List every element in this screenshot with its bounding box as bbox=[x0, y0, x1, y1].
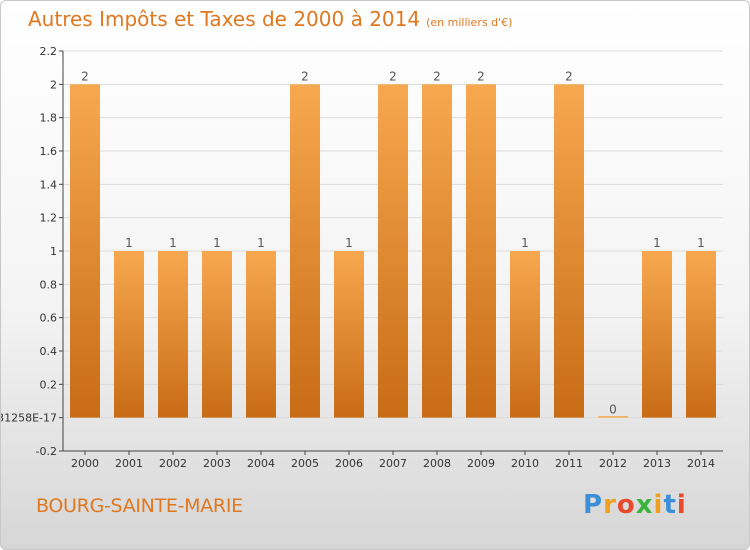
x-tick-label: 2001 bbox=[115, 457, 143, 470]
y-tick-label: 0.2 bbox=[40, 378, 58, 391]
logo-letter: i bbox=[653, 490, 664, 520]
bar-2010 bbox=[510, 251, 540, 418]
x-tick-label: 2004 bbox=[247, 457, 275, 470]
bar-value-label: 2 bbox=[477, 69, 485, 83]
bar-2013 bbox=[642, 251, 672, 418]
bar-2002 bbox=[158, 251, 188, 418]
bar-value-label: 2 bbox=[389, 69, 397, 83]
x-tick-label: 2009 bbox=[467, 457, 495, 470]
x-tick-label: 2007 bbox=[379, 457, 407, 470]
bar-2009 bbox=[466, 84, 496, 418]
bar-2011 bbox=[554, 84, 584, 418]
bar-value-label: 1 bbox=[169, 236, 177, 250]
x-tick-label: 2003 bbox=[203, 457, 231, 470]
x-tick-label: 2013 bbox=[643, 457, 671, 470]
logo-letter: i bbox=[676, 490, 687, 520]
y-tick-label: 1.6 bbox=[40, 145, 58, 158]
bar-value-label: 1 bbox=[345, 236, 353, 250]
y-tick-label: 2 bbox=[50, 78, 57, 91]
bar-value-label: 2 bbox=[565, 69, 573, 83]
logo-letter: o bbox=[616, 490, 636, 520]
y-tick-label: 1.4 bbox=[40, 178, 58, 191]
chart-title: Autres Impôts et Taxes de 2000 à 2014 (en… bbox=[28, 7, 512, 31]
bar-value-label: 0 bbox=[609, 403, 617, 417]
bar-value-label: 1 bbox=[257, 236, 265, 250]
y-tick-label: 2.2 bbox=[40, 45, 58, 58]
logo-letter: r bbox=[603, 490, 617, 520]
bar-value-label: 1 bbox=[125, 236, 133, 250]
x-tick-label: 2000 bbox=[71, 457, 99, 470]
y-tick-label: 1 bbox=[50, 245, 57, 258]
bar-value-label: 2 bbox=[81, 69, 89, 83]
bar-2006 bbox=[334, 251, 364, 418]
bar-2003 bbox=[202, 251, 232, 418]
bar-value-label: 1 bbox=[213, 236, 221, 250]
chart-title-text: Autres Impôts et Taxes de 2000 à 2014 bbox=[28, 7, 421, 31]
bar-2005 bbox=[290, 84, 320, 418]
x-tick-label: 2006 bbox=[335, 457, 363, 470]
x-tick-label: 2008 bbox=[423, 457, 451, 470]
bar-2012 bbox=[598, 416, 628, 418]
bar-2001 bbox=[114, 251, 144, 418]
bar-value-label: 1 bbox=[521, 236, 529, 250]
x-tick-label: 2005 bbox=[291, 457, 319, 470]
bar-value-label: 1 bbox=[653, 236, 661, 250]
bar-2007 bbox=[378, 84, 408, 418]
y-tick-label: -0.2 bbox=[36, 445, 57, 458]
x-tick-label: 2014 bbox=[687, 457, 715, 470]
bar-value-label: 2 bbox=[301, 69, 309, 83]
logo-letter: P bbox=[583, 490, 604, 520]
y-tick-label: 0.6 bbox=[40, 312, 58, 325]
bar-2004 bbox=[246, 251, 276, 418]
x-tick-label: 2011 bbox=[555, 457, 583, 470]
x-tick-label: 2012 bbox=[599, 457, 627, 470]
commune-name: BOURG-SAINTE-MARIE bbox=[36, 495, 243, 517]
y-tick-label: -5.5511151231258E-17 bbox=[1, 412, 57, 425]
logo-letter: x bbox=[635, 490, 654, 520]
y-tick-label: 1.2 bbox=[40, 212, 58, 225]
bar-value-label: 1 bbox=[697, 236, 705, 250]
x-tick-label: 2002 bbox=[159, 457, 187, 470]
bar-value-label: 2 bbox=[433, 69, 441, 83]
bar-2000 bbox=[70, 84, 100, 418]
bar-2014 bbox=[686, 251, 716, 418]
chart-unit: (en milliers d'€) bbox=[426, 16, 513, 29]
x-tick-label: 2010 bbox=[511, 457, 539, 470]
bar-2008 bbox=[422, 84, 452, 418]
y-tick-label: 0.4 bbox=[40, 345, 58, 358]
y-tick-label: 1.8 bbox=[40, 112, 58, 125]
logo-letter: t bbox=[663, 490, 677, 520]
proxiti-logo[interactable]: Proxiti bbox=[583, 490, 687, 520]
y-tick-label: 0.8 bbox=[40, 278, 58, 291]
